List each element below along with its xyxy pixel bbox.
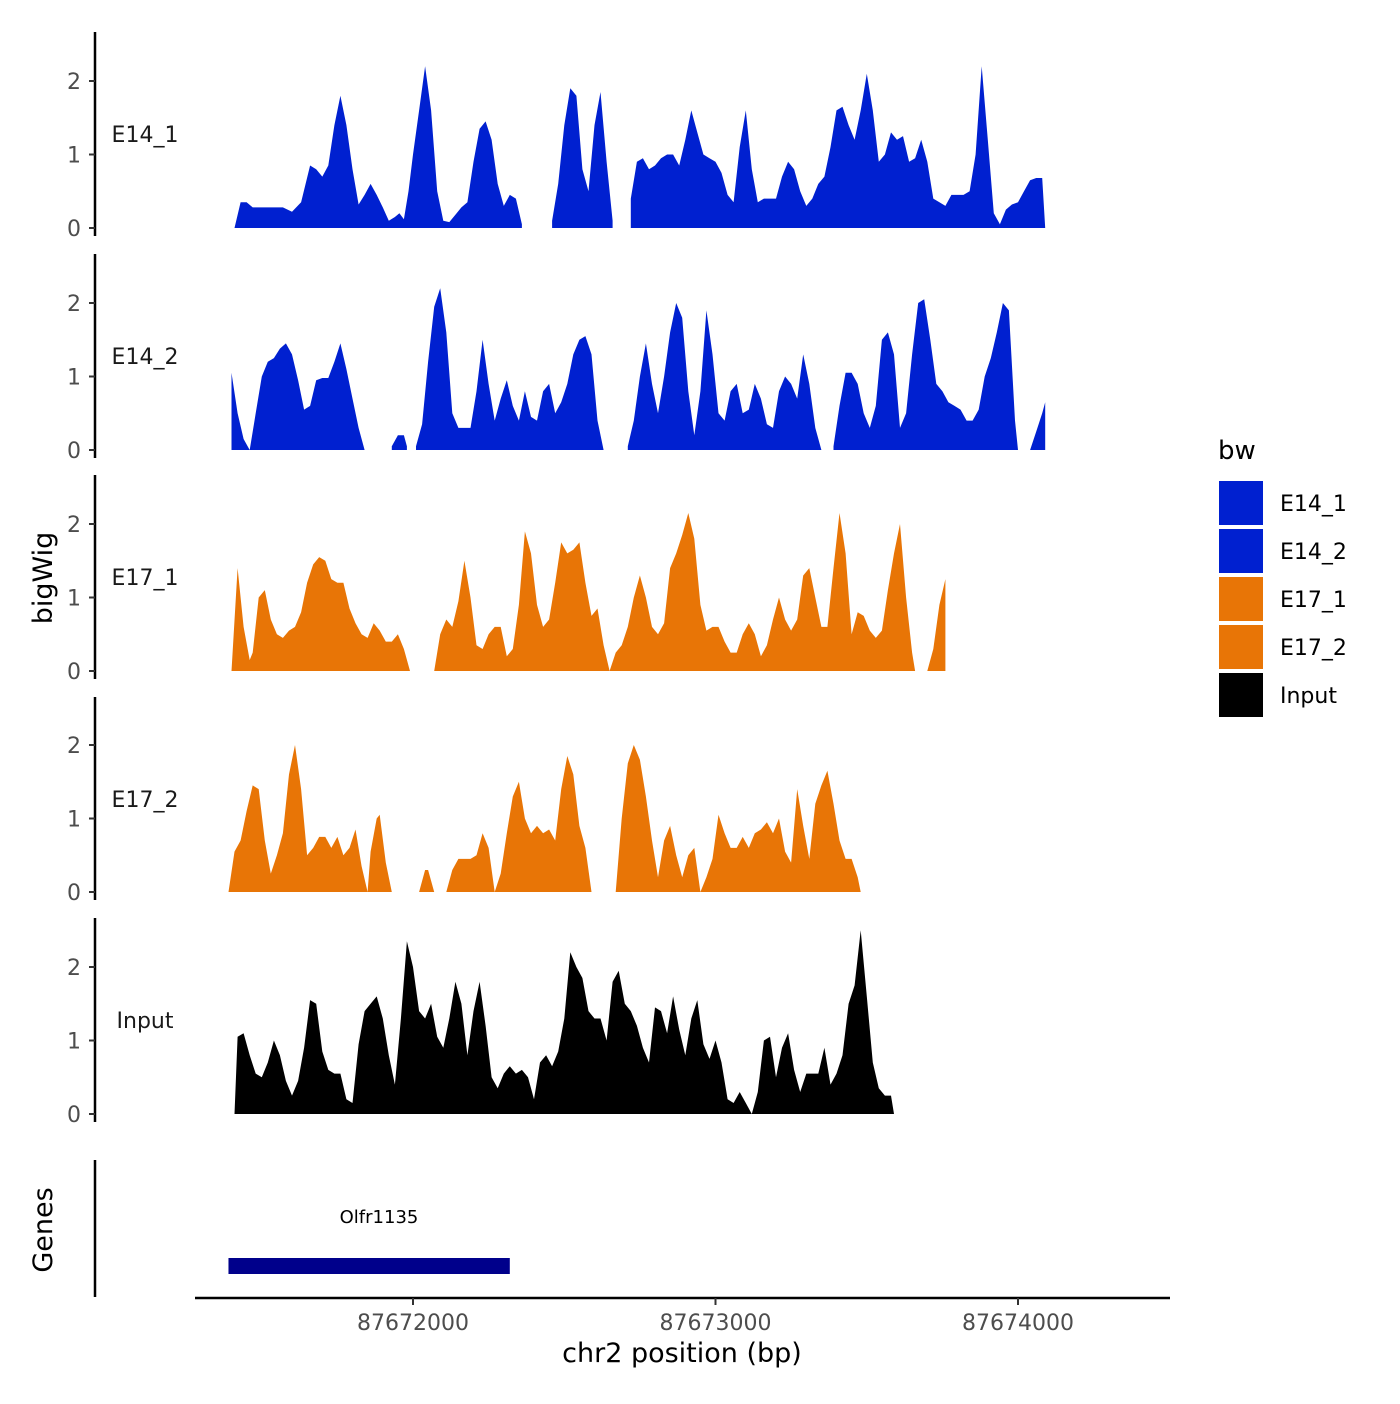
area-E17_1 — [434, 513, 916, 671]
y-tick-label: 0 — [67, 439, 81, 464]
track-E14_1: 0 1 2 E14_1 — [67, 32, 1046, 242]
track-label: E17_1 — [112, 566, 179, 591]
area-E17_2 — [419, 870, 435, 892]
area-E17_1 — [231, 557, 410, 671]
gene-bar — [228, 1258, 510, 1274]
x-axis-title: chr2 position (bp) — [562, 1338, 802, 1369]
y-tick-label: 1 — [67, 808, 81, 833]
genes-group: Olfr1135 — [93, 1160, 510, 1297]
legend-label: E14_2 — [1280, 540, 1347, 565]
y-tick-label: 2 — [67, 70, 81, 95]
legend-swatch — [1217, 527, 1265, 575]
area-E17_1 — [927, 579, 946, 671]
area-E14_1 — [234, 66, 522, 228]
legend-label: E17_2 — [1280, 636, 1347, 661]
y-tick-label: 2 — [67, 734, 81, 759]
y-tick-label: 1 — [67, 144, 81, 169]
track-label: E14_1 — [112, 123, 179, 148]
x-tick-label: 87673000 — [660, 1311, 772, 1336]
y-tick-label: 1 — [67, 587, 81, 612]
y-axis-title-bigwig: bigWig — [28, 532, 59, 625]
y-tick-label: 0 — [67, 660, 81, 685]
y-tick-label: 2 — [67, 956, 81, 981]
track-Input: 0 1 2 Input — [67, 918, 894, 1128]
y-tick-label: 2 — [67, 513, 81, 538]
y-tick-label: 0 — [67, 881, 81, 906]
legend-swatch — [1217, 575, 1265, 623]
track-E14_2: 0 1 2 E14_2 — [67, 254, 1046, 464]
y-tick-label: 1 — [67, 366, 81, 391]
legend-title: bw — [1218, 436, 1256, 466]
legend-label: Input — [1280, 684, 1337, 709]
x-tick-label: 87672000 — [357, 1311, 469, 1336]
area-E14_2 — [391, 435, 407, 450]
area-E17_2 — [446, 756, 592, 892]
legend-swatch — [1217, 671, 1265, 719]
area-E17_2 — [615, 745, 861, 892]
y-axis-title-genes: Genes — [28, 1187, 59, 1272]
area-E14_2 — [416, 288, 604, 450]
area-E14_2 — [231, 343, 365, 450]
area-E14_2 — [627, 303, 822, 450]
area-E14_1 — [552, 88, 613, 228]
area-E14_2 — [1030, 402, 1046, 450]
legend-swatch — [1217, 623, 1265, 671]
y-tick-label: 0 — [67, 1103, 81, 1128]
area-E14_2 — [833, 299, 1018, 450]
legend: bw E14_1 E14_2 E17_1 E17_2 Input — [1217, 436, 1347, 719]
legend-label: E17_1 — [1280, 588, 1347, 613]
track-E17_1: 0 1 2 E17_1 — [67, 475, 946, 685]
tracks-group: 0 1 2 E14_1 0 1 2 E14_2 0 1 2 E17_1 0 1 2 E17_2 0 1 2 Input — [67, 32, 1046, 1128]
y-tick-label: 1 — [67, 1030, 81, 1055]
area-E14_1 — [630, 66, 1046, 228]
y-tick-label: 2 — [67, 292, 81, 317]
legend-swatch — [1217, 479, 1265, 527]
legend-label: E14_1 — [1280, 492, 1347, 517]
x-axis: 87672000 87673000 87674000 — [195, 1296, 1170, 1336]
track-label: Input — [117, 1009, 174, 1034]
gene-label: Olfr1135 — [340, 1207, 419, 1228]
area-Input — [234, 930, 894, 1114]
track-label: E17_2 — [112, 788, 179, 813]
area-E17_2 — [228, 745, 392, 892]
track-E17_2: 0 1 2 E17_2 — [67, 697, 861, 906]
track-label: E14_2 — [112, 345, 179, 370]
x-tick-label: 87674000 — [962, 1311, 1074, 1336]
y-tick-label: 0 — [67, 217, 81, 242]
